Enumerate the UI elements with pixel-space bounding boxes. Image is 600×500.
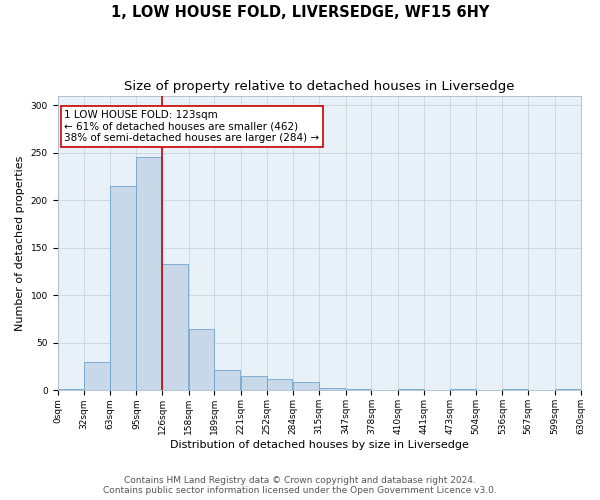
- Bar: [136, 158, 162, 390]
- Bar: [241, 376, 267, 390]
- Text: 1, LOW HOUSE FOLD, LIVERSEDGE, WF15 6HY: 1, LOW HOUSE FOLD, LIVERSEDGE, WF15 6HY: [111, 5, 489, 20]
- Bar: [293, 382, 319, 390]
- Bar: [214, 370, 240, 390]
- Bar: [162, 264, 188, 390]
- Text: Contains HM Land Registry data © Crown copyright and database right 2024.
Contai: Contains HM Land Registry data © Crown c…: [103, 476, 497, 495]
- Bar: [267, 379, 292, 390]
- X-axis label: Distribution of detached houses by size in Liversedge: Distribution of detached houses by size …: [170, 440, 469, 450]
- Bar: [84, 362, 110, 390]
- Y-axis label: Number of detached properties: Number of detached properties: [15, 156, 25, 330]
- Bar: [188, 328, 214, 390]
- Bar: [319, 388, 345, 390]
- Title: Size of property relative to detached houses in Liversedge: Size of property relative to detached ho…: [124, 80, 514, 93]
- Text: 1 LOW HOUSE FOLD: 123sqm
← 61% of detached houses are smaller (462)
38% of semi-: 1 LOW HOUSE FOLD: 123sqm ← 61% of detach…: [64, 110, 319, 143]
- Bar: [110, 186, 136, 390]
